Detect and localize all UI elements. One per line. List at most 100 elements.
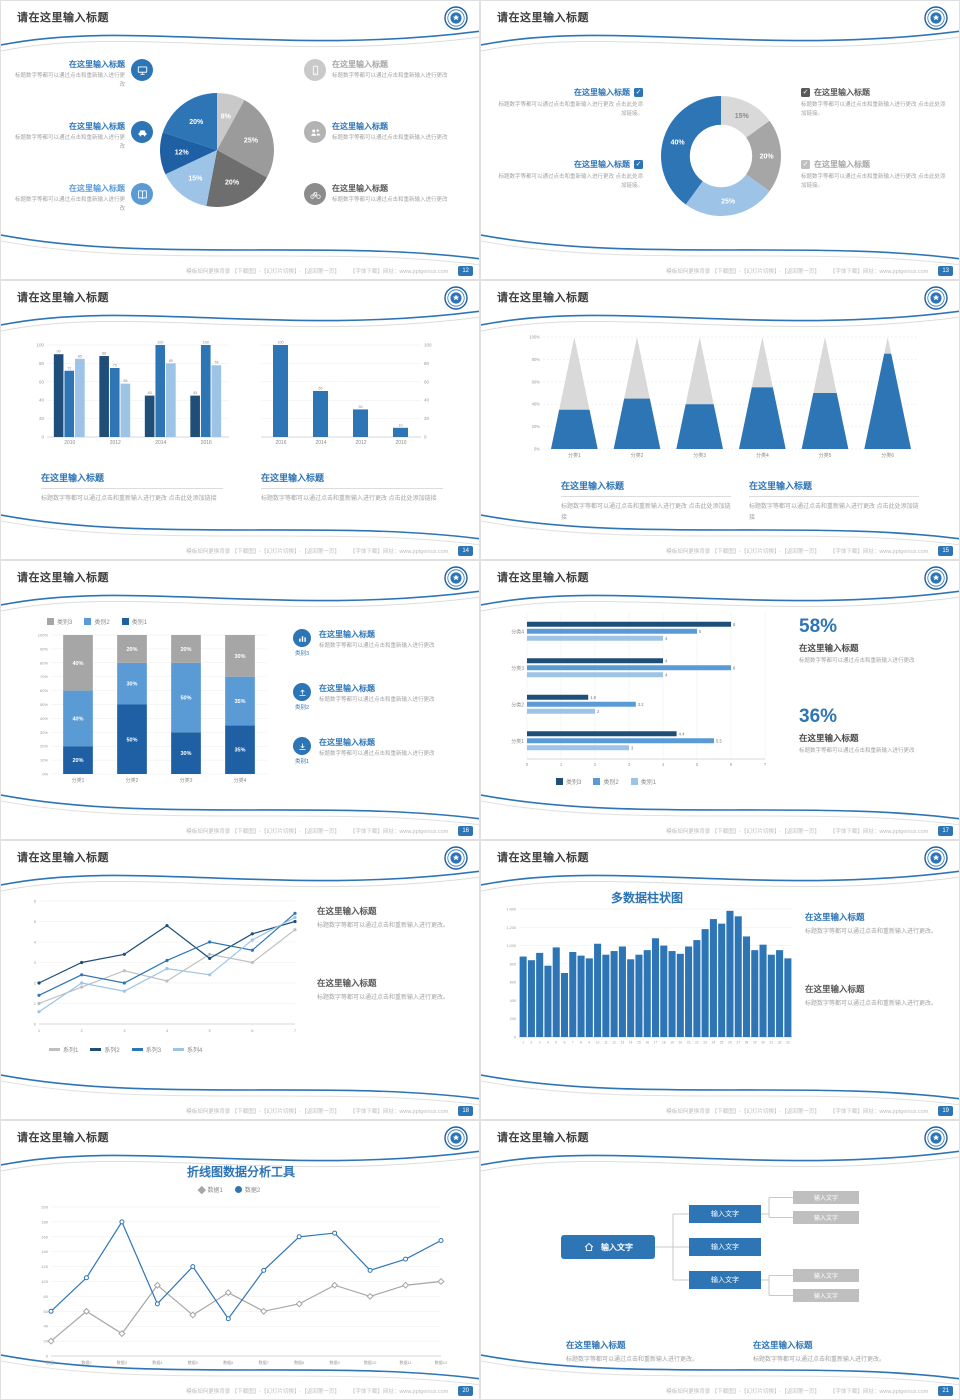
callout-item: 在这里输入标题 标题数字等都可以通过点击和重新输入进行更改: [13, 183, 153, 214]
callout-item: 在这里输入标题 标题数字等都可以通过点击和重新输入进行更改: [13, 121, 153, 152]
svg-text:4: 4: [665, 658, 668, 663]
school-logo-icon: [924, 566, 948, 590]
block-heading: 在这里输入标题: [317, 906, 377, 916]
slide-14[interactable]: 请在这里输入标题 0 20 40 60 80 100 90 72 85 2010 88 75 58 201…: [0, 280, 480, 560]
svg-text:2010: 2010: [395, 440, 406, 446]
info-row: 类别1 在这里输入标题 标题数字等都可以通过点击和重新输入进行更改: [293, 737, 469, 765]
svg-text:15: 15: [637, 1041, 641, 1045]
svg-text:4: 4: [665, 672, 668, 677]
svg-text:80%: 80%: [532, 357, 541, 362]
svg-text:1: 1: [560, 762, 563, 767]
slide-19[interactable]: 请在这里输入标题 多数据柱状图 0 200 400 600 800 1,000 1,200 1…: [480, 840, 960, 1120]
svg-text:数据9: 数据9: [330, 1359, 341, 1365]
legend-swatch: [49, 1048, 60, 1051]
slide-15[interactable]: 请在这里输入标题 0% 20% 40% 60% 80% 100% 分类1 分类2 分类3 分类4 分…: [480, 280, 960, 560]
slide-title: 请在这里输入标题: [17, 292, 109, 304]
svg-text:19: 19: [670, 1041, 674, 1045]
page-number: 21: [938, 1386, 953, 1396]
svg-text:35%: 35%: [234, 699, 245, 705]
svg-text:2014: 2014: [315, 440, 326, 446]
text-block: 在这里输入标题 标题数字等都可以通过点击和重新输入进行更改 点击此处添加链接: [749, 479, 919, 524]
svg-text:60: 60: [44, 1309, 49, 1314]
car-icon: [131, 121, 153, 143]
svg-text:18: 18: [662, 1041, 666, 1045]
footer-right-text: 【字体下载】网址：www.pptgenius.com: [349, 549, 449, 555]
svg-text:6: 6: [34, 899, 37, 904]
svg-text:20%: 20%: [760, 154, 775, 161]
svg-text:100: 100: [157, 341, 163, 345]
slide-17[interactable]: 请在这里输入标题 0 1 2 3 4 5 6 7 分类4 6 5 4 分类3 4 6 4 分类2 1.8 3.2 2 分…: [480, 560, 960, 840]
svg-text:60: 60: [39, 379, 45, 384]
stat-block: 36% 在这里输入标题 标题数字等都可以通过点击和重新输入进行更改: [799, 706, 947, 756]
block-heading: 在这里输入标题: [261, 471, 443, 489]
legend-label: 系列1: [63, 1048, 79, 1054]
svg-text:数据5: 数据5: [188, 1359, 199, 1365]
slide-21[interactable]: 请在这里输入标题 输入文字 输入文字 输入文字 输入文字 输入文字 输入文字 输…: [480, 1120, 960, 1400]
callout-heading: 在这里输入标题: [332, 60, 388, 69]
svg-text:23: 23: [703, 1041, 707, 1045]
page-number: 13: [938, 266, 953, 276]
svg-text:33: 33: [786, 1041, 790, 1045]
svg-text:2014: 2014: [155, 440, 166, 446]
slide-12[interactable]: 请在这里输入标题 8% 25% 20% 15% 12% 20% 在这里输入标题 标题数字等都…: [0, 0, 480, 280]
callout-body: 标题数字等都可以通过点击和重新输入进行更改: [332, 197, 448, 203]
svg-text:2: 2: [81, 1028, 84, 1033]
school-logo-icon: [444, 566, 468, 590]
checkbox-icon: ✓: [634, 88, 643, 97]
slide-footer: 模板如何更换背景 【下载图】-【幻灯片切换】-【返回第一页】 【字体下载】网址：…: [11, 546, 473, 556]
svg-text:60%: 60%: [40, 688, 48, 693]
block-body: 标题数字等都可以通过点击和重新输入进行更改 点击此处添加链接: [561, 504, 731, 521]
slide-16[interactable]: 请在这里输入标题 类别3 类别2 类别1 0% 10% 20% 30% 40% 50% 60…: [0, 560, 480, 840]
svg-text:100: 100: [203, 341, 209, 345]
svg-text:7: 7: [764, 762, 767, 767]
slide-footer: 模板如何更换背景 【下载图】-【幻灯片切换】-【返回第一页】 【字体下载】网址：…: [491, 1386, 953, 1396]
text-block: 在这里输入标题 标题数字等都可以通过点击和重新输入进行更改。: [317, 905, 465, 932]
stat-heading: 在这里输入标题: [799, 642, 859, 653]
flow-box-blue: 输入文字: [689, 1271, 761, 1289]
block-body: 标题数字等都可以通过点击和重新输入进行更改。: [566, 1357, 699, 1363]
svg-text:30%: 30%: [126, 682, 137, 688]
stat-body: 标题数字等都可以通过点击和重新输入进行更改: [799, 747, 915, 754]
svg-text:6: 6: [733, 622, 736, 627]
footer-right-text: 【字体下载】网址：www.pptgenius.com: [829, 829, 929, 835]
svg-text:3: 3: [123, 1028, 126, 1033]
svg-text:80%: 80%: [40, 660, 48, 665]
svg-text:31: 31: [770, 1041, 774, 1045]
legend-swatch: [234, 1186, 242, 1193]
svg-text:27: 27: [736, 1041, 740, 1045]
svg-text:分类3: 分类3: [511, 665, 524, 672]
svg-text:1.8: 1.8: [590, 695, 596, 700]
svg-text:2012: 2012: [110, 440, 121, 446]
svg-text:0: 0: [514, 1036, 516, 1040]
svg-text:40%: 40%: [72, 716, 83, 722]
legend-swatch: [556, 778, 563, 785]
legend-label: 数据2: [244, 1188, 261, 1194]
checklist-body: 标题数字等都可以通过点击和重新输入进行更改 点击此处添加链接。: [498, 174, 643, 190]
legend-swatch: [90, 1048, 102, 1051]
slide-13[interactable]: 请在这里输入标题 15% 20% 25% 40% 在这里输入标题 ✓ 标题数字等都可以通…: [480, 0, 960, 280]
svg-text:22: 22: [695, 1041, 699, 1045]
school-logo-icon: [444, 286, 468, 310]
slide-20[interactable]: 请在这里输入标题 折线图数据分析工具 数据1 数据2 0 20 40 60 80 100 1…: [0, 1120, 480, 1400]
svg-text:0: 0: [41, 435, 44, 440]
page-number: 12: [458, 266, 473, 276]
callout-body: 标题数字等都可以通过点击和重新输入进行更改: [332, 73, 448, 79]
footer-left-text: 模板如何更换背景 【下载图】-【幻灯片切换】-【返回第一页】: [666, 1389, 820, 1395]
legend-label: 系列3: [145, 1048, 162, 1054]
svg-text:4: 4: [665, 636, 668, 641]
block-body: 标题数字等都可以通过点击和重新输入进行更改 点击此处添加链接: [41, 496, 217, 502]
chart-title: 多数据柱状图: [610, 891, 683, 905]
svg-text:25%: 25%: [244, 138, 259, 145]
info-row: 类别3 在这里输入标题 标题数字等都可以通过点击和重新输入进行更改: [293, 629, 469, 657]
svg-text:200: 200: [41, 1205, 48, 1210]
pie-chart: 8% 25% 20% 15% 12% 20%: [160, 93, 274, 207]
stat-percentage: 36%: [799, 706, 838, 727]
checklist-body: 标题数字等都可以通过点击和重新输入进行更改 点击此处添加链接。: [801, 102, 946, 118]
footer-right-text: 【字体下载】网址：www.pptgenius.com: [829, 549, 929, 555]
svg-text:25%: 25%: [721, 199, 736, 206]
svg-text:40%: 40%: [532, 402, 541, 407]
svg-text:26: 26: [728, 1041, 732, 1045]
svg-text:3: 3: [34, 960, 37, 965]
page-number: 17: [938, 826, 953, 836]
